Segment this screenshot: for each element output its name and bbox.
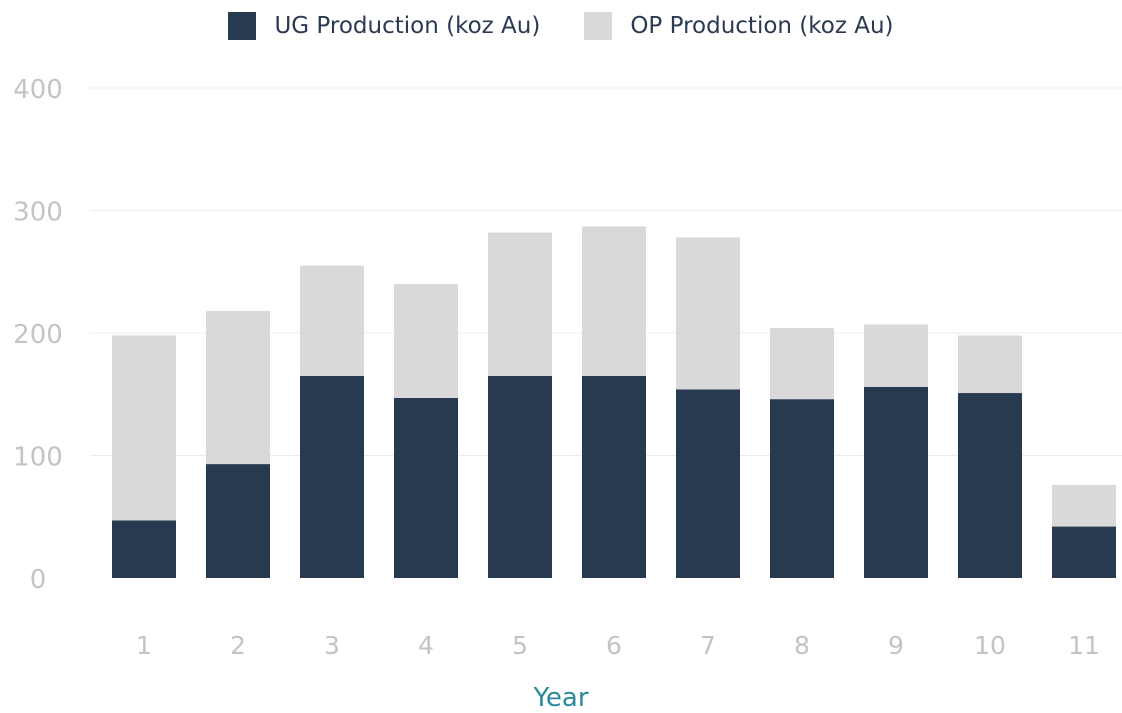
x-tick-label: 1 <box>136 631 152 660</box>
bar-op-year-1 <box>112 335 176 521</box>
legend: UG Production (koz Au) OP Production (ko… <box>0 12 1122 40</box>
x-tick-label: 7 <box>700 631 716 660</box>
x-tick-label: 3 <box>324 631 340 660</box>
y-tick-label: 200 <box>13 320 63 350</box>
bar-ug-year-11 <box>1052 526 1116 578</box>
bar-op-year-6 <box>582 226 646 376</box>
legend-swatch-ug <box>228 12 257 40</box>
x-tick-label: 4 <box>418 631 434 660</box>
bar-op-year-10 <box>958 335 1022 394</box>
bar-ug-year-9 <box>864 386 928 578</box>
bar-ug-year-3 <box>300 375 364 578</box>
bar-ug-year-8 <box>770 399 834 578</box>
legend-label-op: OP Production (koz Au) <box>630 13 894 39</box>
bar-ug-year-2 <box>206 464 270 578</box>
bar-op-year-3 <box>300 265 364 376</box>
bar-ug-year-10 <box>958 393 1022 578</box>
x-tick-label: 6 <box>606 631 622 660</box>
x-tick-label: 5 <box>512 631 528 660</box>
legend-swatch-op <box>584 12 613 40</box>
x-axis-label: Year <box>533 683 589 713</box>
bar-ug-year-6 <box>582 375 646 578</box>
legend-label-ug: UG Production (koz Au) <box>274 13 541 39</box>
x-tick-label: 8 <box>794 631 810 660</box>
y-tick-label: 400 <box>13 75 63 105</box>
x-tick-label: 10 <box>974 631 1006 660</box>
legend-item-ug: UG Production (koz Au) <box>228 12 540 40</box>
bar-op-year-11 <box>1052 484 1116 527</box>
bar-op-year-2 <box>206 310 270 465</box>
legend-item-op: OP Production (koz Au) <box>584 12 894 40</box>
x-tick-label: 9 <box>888 631 904 660</box>
bar-op-year-9 <box>864 324 928 387</box>
bar-ug-year-1 <box>112 520 176 578</box>
bar-op-year-8 <box>770 328 834 400</box>
y-tick-label: 0 <box>30 565 47 595</box>
bar-op-year-5 <box>488 232 552 376</box>
bar-ug-year-7 <box>676 389 740 578</box>
y-tick-label: 100 <box>13 443 63 473</box>
x-tick-label: 2 <box>230 631 246 660</box>
bar-op-year-7 <box>676 237 740 390</box>
bar-ug-year-5 <box>488 375 552 578</box>
bar-op-year-4 <box>394 284 458 398</box>
y-tick-label: 300 <box>13 198 63 228</box>
bar-ug-year-4 <box>394 397 458 578</box>
x-tick-label: 11 <box>1068 631 1100 660</box>
